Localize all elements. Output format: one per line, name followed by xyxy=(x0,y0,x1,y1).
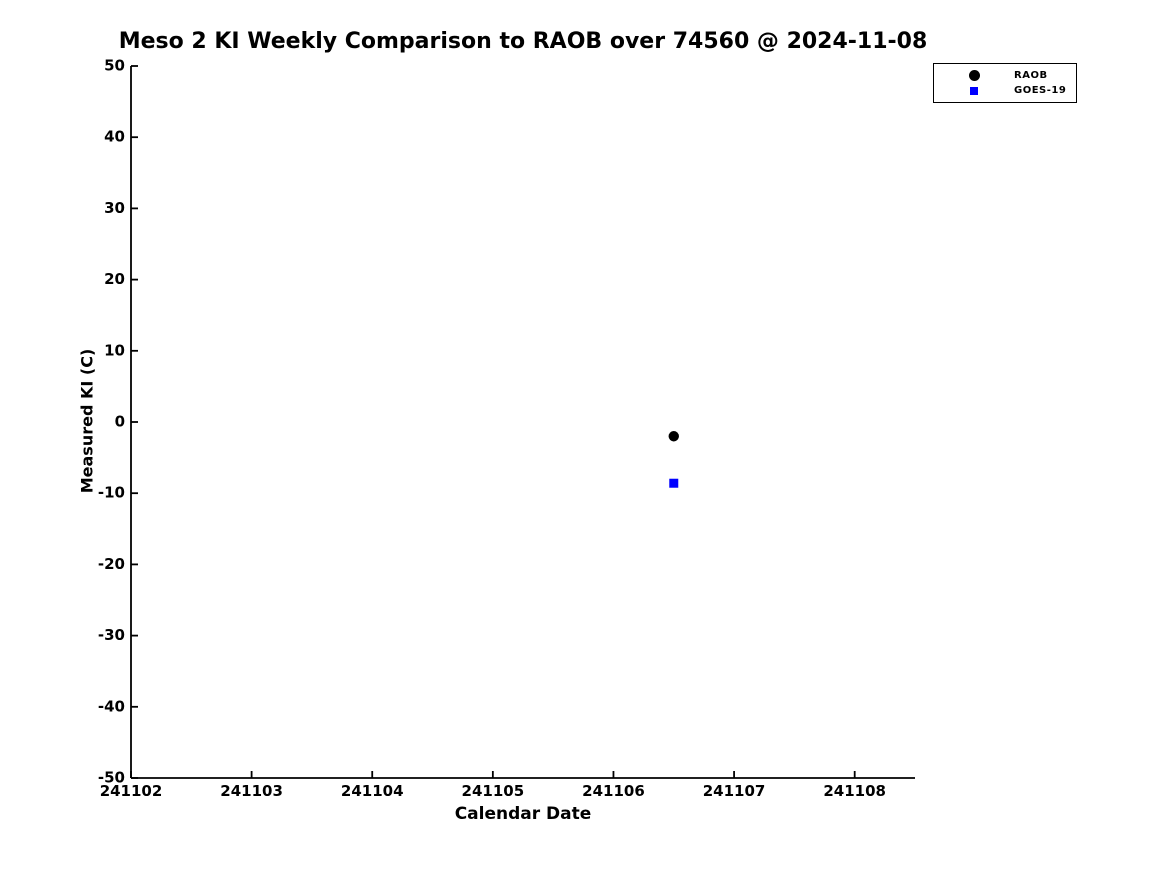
legend: RAOB GOES-19 xyxy=(933,63,1077,103)
x-tick-label: 241105 xyxy=(462,782,525,800)
y-tick-label: -20 xyxy=(98,555,125,573)
y-tick-label: -10 xyxy=(98,484,125,502)
y-tick-label: 20 xyxy=(104,270,125,288)
x-tick-label: 241103 xyxy=(220,782,283,800)
y-tick-label: 0 xyxy=(115,413,125,431)
raob-data-point xyxy=(668,431,679,442)
y-tick-label: 10 xyxy=(104,341,125,359)
x-tick-label: 241104 xyxy=(341,782,404,800)
raob-circle-marker-icon xyxy=(968,69,980,81)
legend-marker-cell xyxy=(934,86,1014,95)
legend-item-raob: RAOB xyxy=(934,68,1076,83)
x-axis-label: Calendar Date xyxy=(454,804,592,824)
y-tick-label: 50 xyxy=(104,57,125,75)
legend-item-goes19: GOES-19 xyxy=(934,83,1076,98)
y-tick-label: -30 xyxy=(98,626,125,644)
legend-marker-cell xyxy=(934,69,1014,81)
chart-title: Meso 2 KI Weekly Comparison to RAOB over… xyxy=(118,29,928,54)
legend-label-raob: RAOB xyxy=(1014,69,1048,81)
y-tick-label: 40 xyxy=(104,128,125,146)
goes-19-data-point xyxy=(669,478,679,488)
y-axis-label: Measured KI (C) xyxy=(77,348,97,494)
legend-label-goes19: GOES-19 xyxy=(1014,85,1067,97)
y-tick-label: -40 xyxy=(98,697,125,715)
y-tick-label: -50 xyxy=(98,769,125,787)
x-tick-label: 241106 xyxy=(582,782,645,800)
x-tick-label: 241107 xyxy=(703,782,766,800)
y-tick-label: 30 xyxy=(104,199,125,217)
x-tick-label: 241102 xyxy=(100,782,163,800)
x-tick-label: 241108 xyxy=(823,782,886,800)
goes19-square-marker-icon xyxy=(970,86,978,95)
